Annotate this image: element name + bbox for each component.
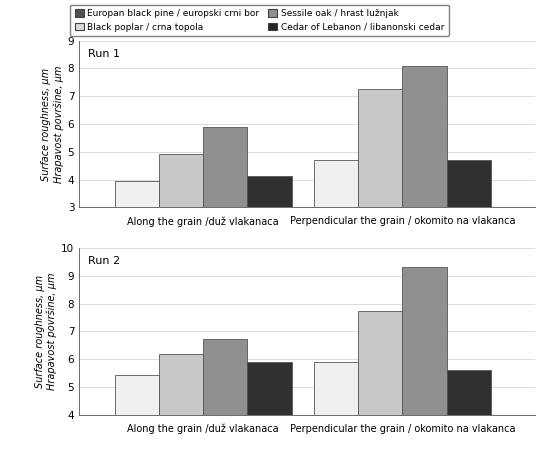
Bar: [247, 362, 292, 451]
Bar: [402, 66, 447, 291]
Bar: [159, 354, 203, 451]
Bar: [314, 362, 358, 451]
Bar: [358, 311, 402, 451]
Text: Run 2: Run 2: [88, 256, 121, 267]
Bar: [358, 89, 402, 291]
Bar: [447, 160, 491, 291]
Bar: [159, 154, 203, 291]
Bar: [115, 181, 159, 291]
Y-axis label: Surface roughness, μm
Hrapavost površine, μm: Surface roughness, μm Hrapavost površine…: [35, 273, 57, 390]
Bar: [115, 375, 159, 451]
Bar: [314, 160, 358, 291]
Bar: [203, 127, 247, 291]
Y-axis label: Surface roughness, μm
Hrapavost površine, μm: Surface roughness, μm Hrapavost površine…: [41, 65, 63, 183]
Bar: [247, 176, 292, 291]
Bar: [203, 339, 247, 451]
Bar: [402, 267, 447, 451]
Bar: [447, 370, 491, 451]
Text: Run 1: Run 1: [88, 49, 120, 59]
Legend: Europan black pine / europski crni bor, Black poplar / crna topola, Sessile oak : Europan black pine / europski crni bor, …: [70, 5, 449, 36]
